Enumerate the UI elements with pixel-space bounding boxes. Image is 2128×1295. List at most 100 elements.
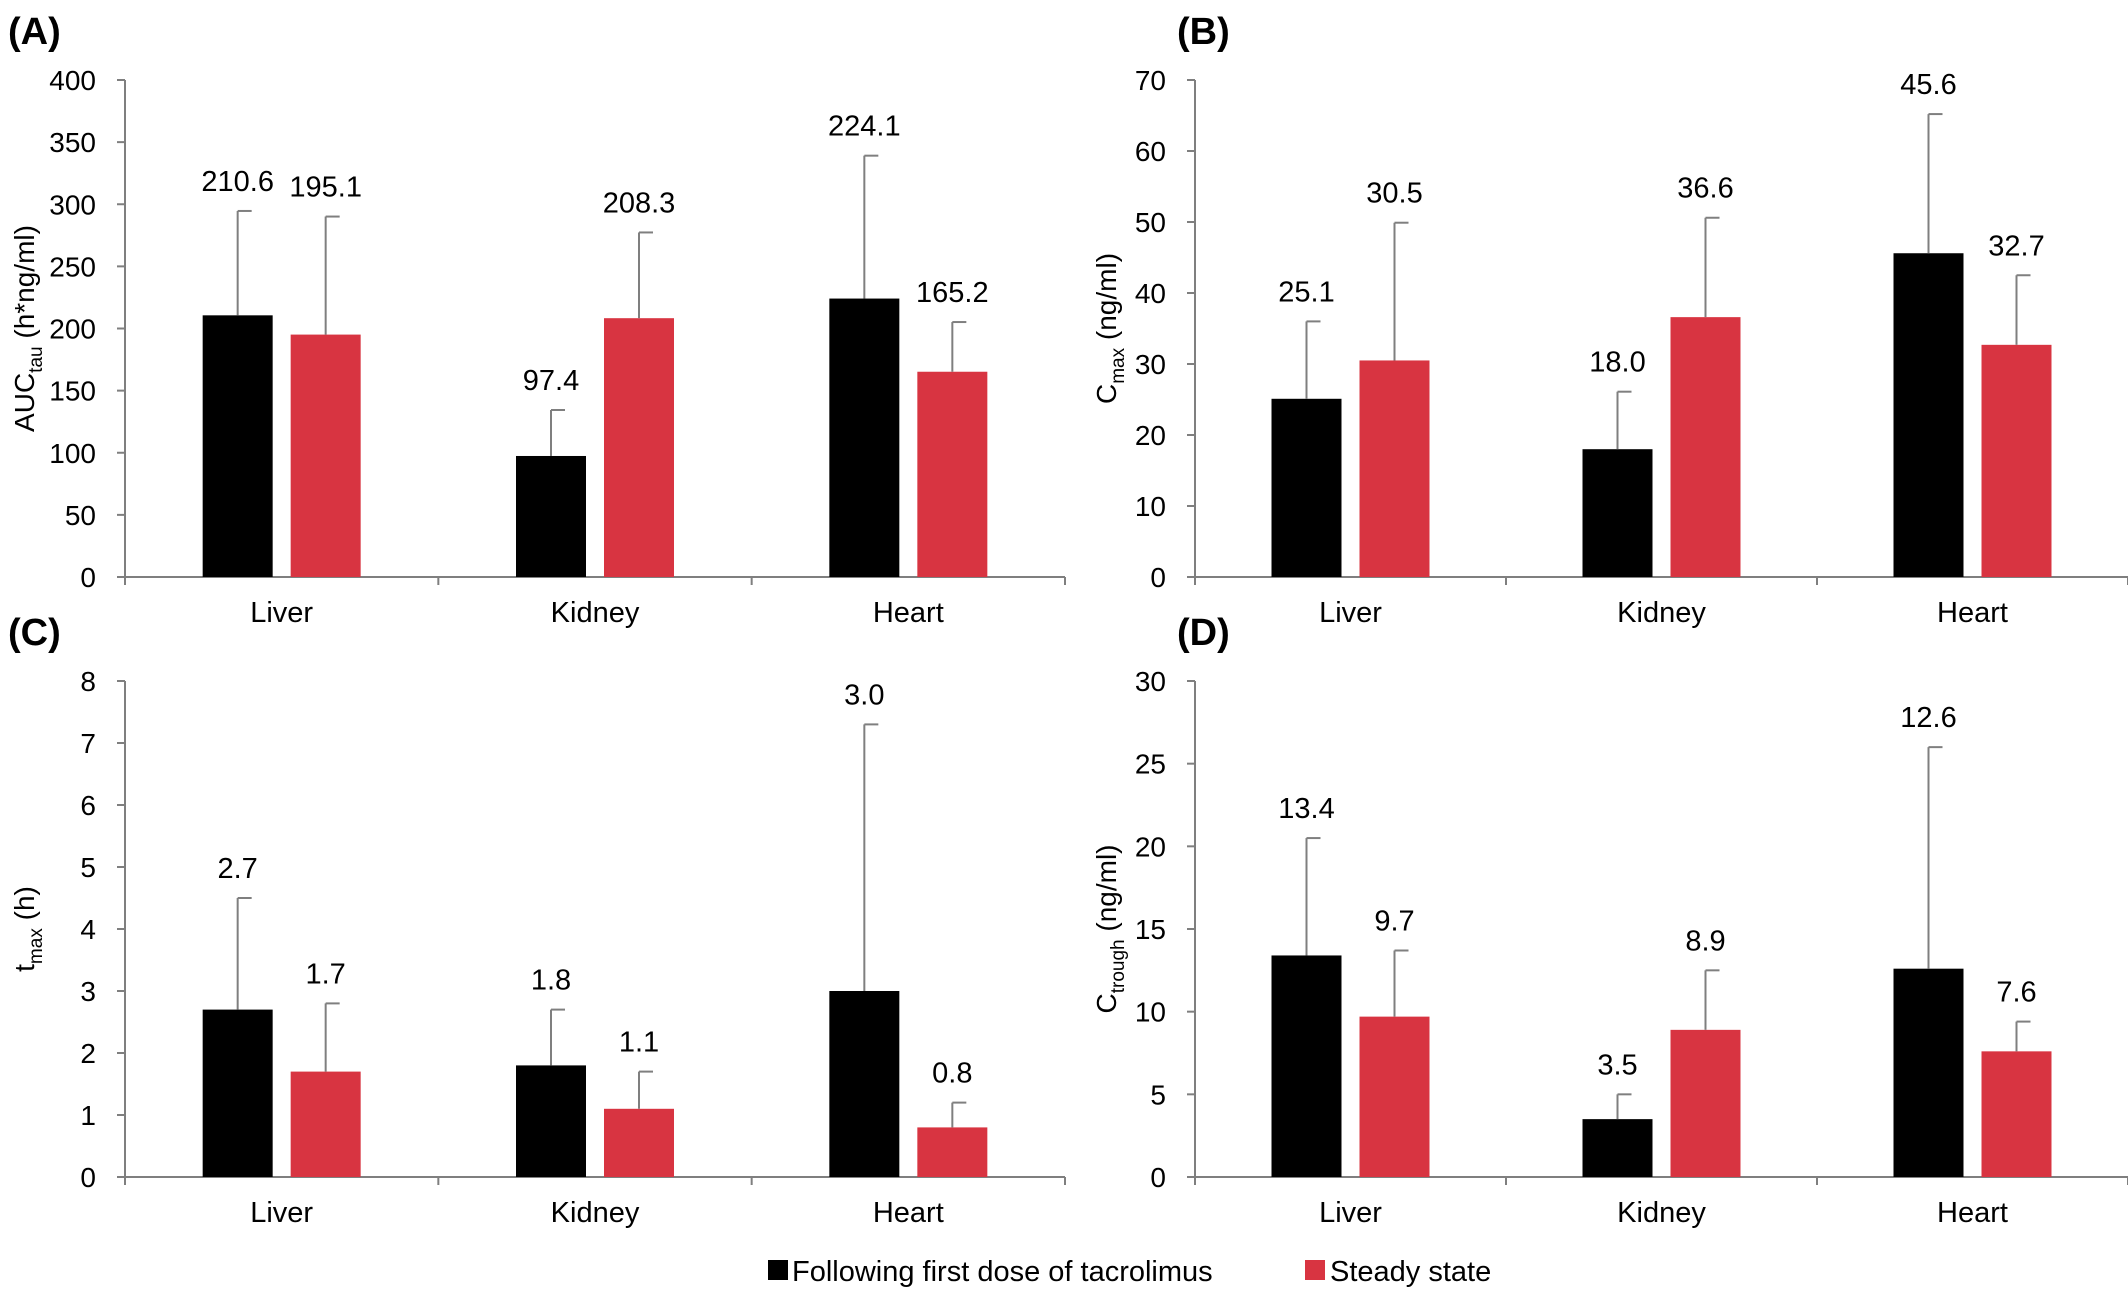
bar-first-dose xyxy=(1582,1119,1653,1177)
data-label: 25.1 xyxy=(1278,276,1334,308)
bar-first-dose xyxy=(202,1009,273,1177)
y-tick-label: 150 xyxy=(49,376,96,407)
y-tick-label: 15 xyxy=(1135,914,1166,945)
y-tick-label: 25 xyxy=(1135,749,1166,780)
bar-first-dose xyxy=(202,315,273,577)
chart-panel-2: (B) 0 10 20 30 40 50 60 70 Liver Kidney Heart Cmax (… xyxy=(1091,11,2128,629)
y-tick-label: 40 xyxy=(1135,278,1166,309)
data-label: 1.7 xyxy=(306,958,346,990)
data-label: 13.4 xyxy=(1278,793,1334,825)
x-category-label: Liver xyxy=(250,1197,313,1229)
data-label: 18.0 xyxy=(1589,347,1645,379)
y-tick-label: 70 xyxy=(1135,65,1166,96)
y-tick-label: 4 xyxy=(80,914,96,945)
y-tick-label: 1 xyxy=(80,1100,96,1131)
legend-label-steady-state: Steady state xyxy=(1330,1256,1491,1288)
bar-first-dose xyxy=(1271,398,1342,577)
data-label: 0.8 xyxy=(932,1058,972,1090)
y-tick-label: 100 xyxy=(49,438,96,469)
y-axis-title-unit: (h) xyxy=(9,886,40,928)
x-category-label: Kidney xyxy=(551,1197,640,1229)
bar-steady-state xyxy=(1981,1051,2052,1177)
bar-steady-state xyxy=(917,371,988,577)
y-tick-label: 30 xyxy=(1135,666,1166,697)
y-axis-title: AUCtau (h*ng/ml) xyxy=(9,225,47,432)
y-tick-label: 0 xyxy=(80,562,96,593)
bar-steady-state xyxy=(1670,1029,1741,1177)
data-label: 165.2 xyxy=(916,277,989,309)
x-category-label: Liver xyxy=(1319,1197,1382,1229)
legend: Following first dose of tacrolimus Steady… xyxy=(768,1256,1491,1288)
panel-label: (B) xyxy=(1177,11,1230,53)
y-axis-title: Ctrough (ng/ml) xyxy=(1091,844,1129,1013)
y-tick-label: 10 xyxy=(1135,491,1166,522)
y-tick-label: 0 xyxy=(1150,1162,1166,1193)
y-axis-title-unit: (ng/ml) xyxy=(1091,844,1122,939)
y-axis-title-unit: (h*ng/ml) xyxy=(9,225,40,346)
bar-steady-state xyxy=(917,1127,988,1177)
y-axis-title: tmax (h) xyxy=(9,886,47,972)
y-tick-label: 5 xyxy=(80,852,96,883)
x-category-label: Liver xyxy=(1319,597,1382,629)
y-tick-label: 0 xyxy=(80,1162,96,1193)
y-tick-label: 0 xyxy=(1150,562,1166,593)
y-axis-title-main: t xyxy=(9,964,40,972)
panel-label: (C) xyxy=(8,612,61,654)
data-label: 1.1 xyxy=(619,1027,659,1059)
y-axis-title-main: C xyxy=(1091,993,1122,1013)
y-tick-label: 60 xyxy=(1135,136,1166,167)
bar-steady-state xyxy=(1670,317,1741,577)
chart-panel-1: (A) 0 50 100 150 200 250 300 350 400 Liver Kidney He… xyxy=(8,11,1066,629)
legend-swatch-first-dose xyxy=(768,1260,788,1280)
panel-label: (D) xyxy=(1177,612,1230,654)
y-tick-label: 20 xyxy=(1135,420,1166,451)
x-category-label: Kidney xyxy=(1617,597,1706,629)
data-label: 8.9 xyxy=(1685,925,1725,957)
y-axis-title: Cmax (ng/ml) xyxy=(1091,253,1129,404)
data-label: 7.6 xyxy=(1996,977,2036,1009)
bar-first-dose xyxy=(1893,968,1964,1177)
bar-first-dose xyxy=(1893,253,1964,578)
data-label: 30.5 xyxy=(1366,178,1422,210)
legend-label-first-dose: Following first dose of tacrolimus xyxy=(792,1256,1213,1288)
data-label: 45.6 xyxy=(1900,69,1956,101)
legend-swatch-steady-state xyxy=(1305,1260,1325,1280)
bar-steady-state xyxy=(290,1071,361,1177)
data-label: 195.1 xyxy=(289,172,362,204)
bar-steady-state xyxy=(1359,360,1430,577)
y-tick-label: 2 xyxy=(80,1038,96,1069)
y-tick-label: 300 xyxy=(49,189,96,220)
data-label: 36.6 xyxy=(1677,173,1733,205)
bar-steady-state xyxy=(604,318,674,577)
bar-first-dose xyxy=(829,991,900,1177)
y-tick-label: 50 xyxy=(1135,207,1166,238)
y-tick-label: 350 xyxy=(49,127,96,158)
y-tick-label: 30 xyxy=(1135,349,1166,380)
y-tick-label: 20 xyxy=(1135,831,1166,862)
y-tick-label: 50 xyxy=(65,500,96,531)
bar-first-dose xyxy=(829,298,900,577)
data-label: 3.0 xyxy=(844,679,884,711)
y-tick-label: 200 xyxy=(49,314,96,345)
y-axis-title-subscript: max xyxy=(26,928,47,964)
data-label: 208.3 xyxy=(603,187,676,219)
y-tick-label: 250 xyxy=(49,251,96,282)
x-category-label: Heart xyxy=(873,597,944,629)
y-tick-label: 400 xyxy=(49,65,96,96)
data-label: 97.4 xyxy=(523,365,579,397)
bar-first-dose xyxy=(516,1065,586,1177)
x-category-label: Kidney xyxy=(551,597,640,629)
y-tick-label: 3 xyxy=(80,976,96,1007)
bar-steady-state xyxy=(1359,1016,1430,1177)
y-tick-label: 6 xyxy=(80,790,96,821)
y-axis-title-subscript: trough xyxy=(1108,939,1129,993)
chart-panel-4: (D) 0 5 10 15 20 25 30 Liver Kidney Heart Ctrough (… xyxy=(1091,612,2128,1229)
data-label: 32.7 xyxy=(1988,230,2044,262)
data-label: 1.8 xyxy=(531,965,571,997)
bar-first-dose xyxy=(1271,955,1342,1177)
x-category-label: Liver xyxy=(250,597,313,629)
data-label: 12.6 xyxy=(1900,702,1956,734)
bar-steady-state xyxy=(1981,344,2052,577)
bar-steady-state xyxy=(604,1108,674,1177)
